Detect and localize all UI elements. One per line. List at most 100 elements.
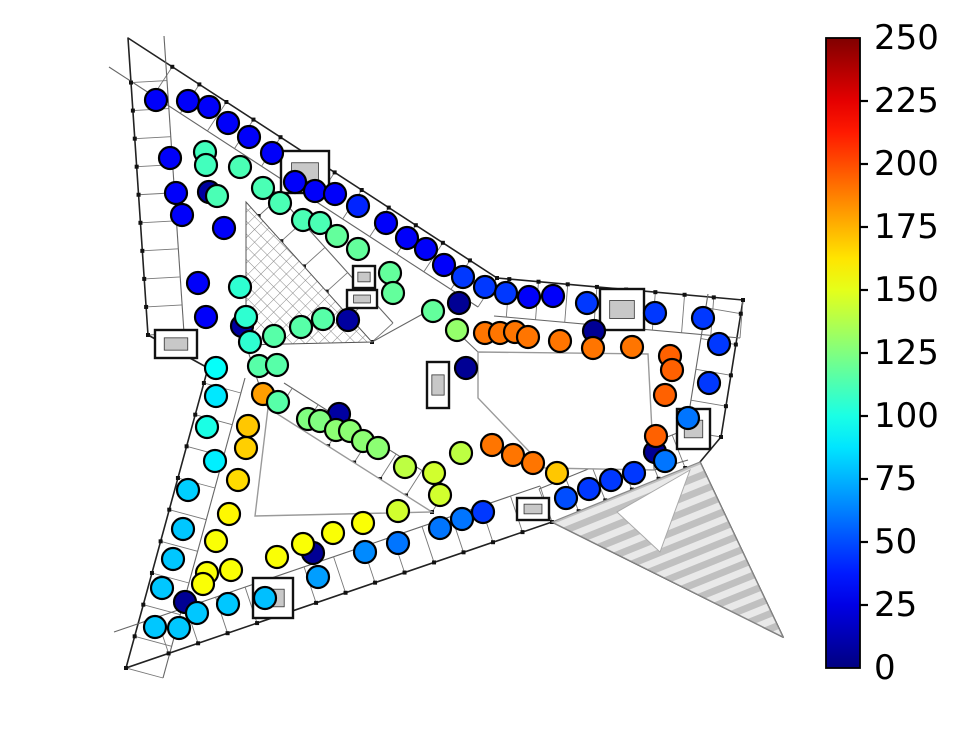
data-point [261, 323, 287, 349]
data-point [453, 355, 479, 381]
data-point [185, 270, 211, 296]
data-point [450, 264, 476, 290]
colorbar-tick-label: 50 [874, 522, 917, 562]
colorbar: 0 25 50 75 100 125 150 175 200 225 250 [825, 18, 939, 688]
data-point [215, 591, 241, 617]
data-point [175, 477, 201, 503]
data-point [166, 615, 192, 641]
colorbar-tick-label: 75 [874, 459, 917, 499]
colorbar-tick-label: 25 [874, 585, 917, 625]
data-point [377, 260, 403, 286]
data-point [157, 145, 183, 171]
data-point [267, 190, 293, 216]
data-point [149, 575, 175, 601]
data-point [259, 140, 285, 166]
courtyard [477, 351, 655, 471]
data-point [385, 530, 411, 556]
data-point [184, 600, 210, 626]
data-point [233, 304, 259, 330]
courtyard [254, 406, 435, 517]
data-point [690, 305, 716, 331]
data-point [652, 448, 678, 474]
data-point [225, 467, 251, 493]
data-point [233, 435, 259, 461]
data-point [472, 274, 498, 300]
data-point [194, 414, 220, 440]
data-point [621, 460, 647, 486]
data-point [553, 485, 579, 511]
data-point [580, 335, 606, 361]
colorbar-tick-label: 125 [874, 333, 939, 373]
data-point [160, 546, 186, 572]
data-point [170, 516, 196, 542]
data-point [305, 564, 331, 590]
colorbar-tick-label: 200 [874, 144, 939, 184]
colorbar-tick-label: 250 [874, 18, 939, 58]
floorplan [108, 35, 785, 679]
data-point [203, 383, 229, 409]
data-point [202, 448, 228, 474]
data-point [706, 331, 732, 357]
data-point [310, 306, 336, 332]
data-point [215, 110, 241, 136]
data-point [250, 175, 276, 201]
data-point [169, 202, 195, 228]
colorbar-tick-label: 0 [874, 648, 896, 688]
data-point [547, 328, 573, 354]
data-point [175, 88, 201, 114]
data-point [204, 183, 230, 209]
data-point [211, 215, 237, 241]
data-point [216, 501, 242, 527]
data-point [392, 454, 418, 480]
data-point [598, 467, 624, 493]
data-point [470, 499, 496, 525]
colorbar-gradient [825, 37, 861, 669]
data-point [544, 460, 570, 486]
data-point [365, 435, 391, 461]
data-point [307, 210, 333, 236]
data-point [413, 236, 439, 262]
data-point [421, 460, 447, 486]
data-point [449, 506, 475, 532]
data-point [218, 557, 244, 583]
terrace [550, 461, 785, 639]
data-point [659, 357, 685, 383]
data-point [345, 193, 371, 219]
data-point [520, 450, 546, 476]
data-point [444, 317, 470, 343]
data-point [380, 280, 406, 306]
data-point [345, 236, 371, 262]
data-point [235, 413, 261, 439]
data-point [427, 515, 453, 541]
data-point [227, 154, 253, 180]
data-point [385, 498, 411, 524]
scatter-points [142, 87, 732, 641]
data-point [479, 432, 505, 458]
atrium-grid [245, 200, 374, 346]
data-point [540, 283, 566, 309]
data-point [394, 225, 420, 251]
data-point [288, 314, 314, 340]
data-point [290, 531, 316, 557]
terrace-notch [616, 468, 691, 553]
data-point [237, 329, 263, 355]
data-point [696, 370, 722, 396]
data-point [193, 152, 219, 178]
data-point [203, 528, 229, 554]
data-point [196, 94, 222, 120]
data-point [320, 520, 346, 546]
data-point [143, 87, 169, 113]
data-point [302, 178, 328, 204]
data-point [427, 482, 453, 508]
data-point [322, 181, 348, 207]
data-point [252, 585, 278, 611]
data-point [236, 124, 262, 150]
data-point [264, 544, 290, 570]
colorbar-tick-label: 225 [874, 81, 939, 121]
data-point [265, 389, 291, 415]
data-point [675, 405, 701, 431]
data-point [619, 334, 645, 360]
data-point [500, 442, 526, 468]
data-point [516, 284, 542, 310]
